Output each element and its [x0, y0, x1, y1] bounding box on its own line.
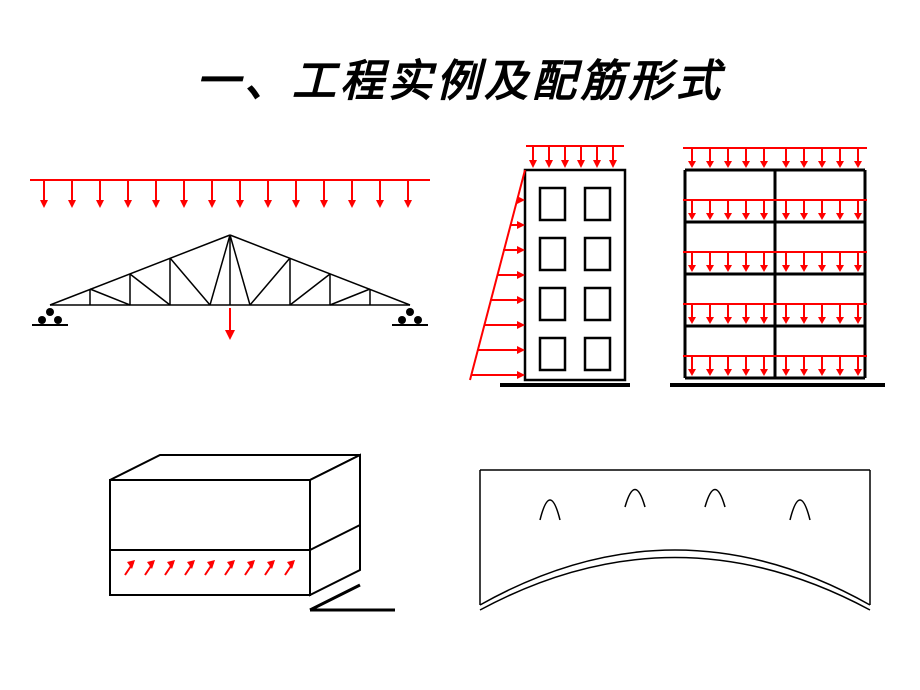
box-3d — [110, 455, 360, 595]
bridge-geometry — [480, 470, 870, 610]
frame-geometry — [685, 170, 865, 378]
building-outline — [525, 170, 625, 380]
truss-diagram — [30, 165, 430, 345]
building-wind-diagram — [455, 140, 630, 405]
support-right — [392, 308, 428, 325]
arch-bridge-diagram — [470, 460, 880, 635]
load-arrows — [40, 180, 412, 208]
retaining-wall-diagram — [100, 450, 400, 640]
reaction-arrow — [225, 308, 235, 340]
support-left — [32, 308, 68, 325]
page-title: 一、工程实例及配筋形式 — [0, 0, 920, 109]
wind-load — [470, 170, 525, 380]
roof-load-arrows — [526, 146, 624, 168]
frame-diagram — [670, 140, 885, 405]
truss-geometry — [50, 235, 410, 305]
